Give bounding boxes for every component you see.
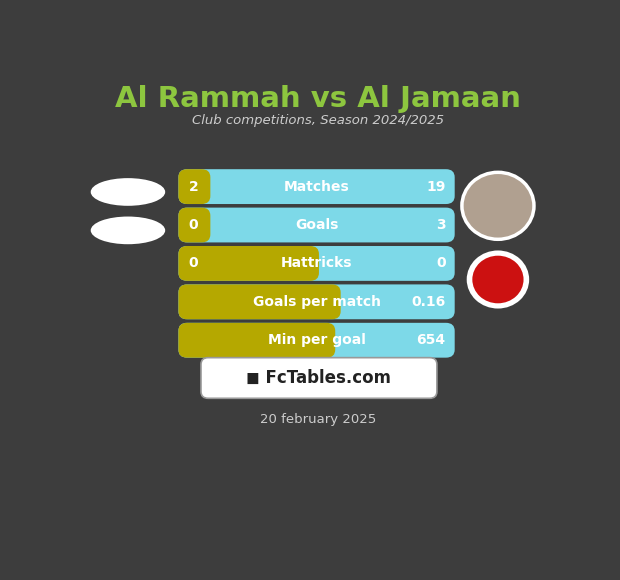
Circle shape xyxy=(462,172,534,240)
Text: 3: 3 xyxy=(436,218,446,232)
FancyBboxPatch shape xyxy=(179,208,210,242)
Text: ◼ FcTables.com: ◼ FcTables.com xyxy=(247,369,391,387)
Text: 0.16: 0.16 xyxy=(411,295,446,309)
Text: 19: 19 xyxy=(426,180,446,194)
FancyBboxPatch shape xyxy=(179,208,454,242)
FancyBboxPatch shape xyxy=(179,284,454,319)
Text: Al Rammah vs Al Jamaan: Al Rammah vs Al Jamaan xyxy=(115,85,521,113)
Text: Hattricks: Hattricks xyxy=(281,256,352,270)
FancyBboxPatch shape xyxy=(179,323,454,358)
FancyBboxPatch shape xyxy=(179,323,335,358)
Text: 20 february 2025: 20 february 2025 xyxy=(260,414,376,426)
Text: Matches: Matches xyxy=(284,180,350,194)
Circle shape xyxy=(467,251,529,309)
Text: 0: 0 xyxy=(188,256,198,270)
FancyBboxPatch shape xyxy=(179,169,210,204)
Text: 654: 654 xyxy=(417,334,446,347)
Circle shape xyxy=(472,256,523,303)
Ellipse shape xyxy=(91,216,165,244)
FancyBboxPatch shape xyxy=(179,246,319,281)
FancyBboxPatch shape xyxy=(201,358,437,398)
Text: 2: 2 xyxy=(188,180,198,194)
Text: Goals: Goals xyxy=(295,218,339,232)
FancyBboxPatch shape xyxy=(179,246,454,281)
Ellipse shape xyxy=(91,178,165,206)
Text: Goals per match: Goals per match xyxy=(252,295,381,309)
Text: 0: 0 xyxy=(436,256,446,270)
FancyBboxPatch shape xyxy=(179,169,454,204)
Text: Club competitions, Season 2024/2025: Club competitions, Season 2024/2025 xyxy=(192,114,444,127)
Text: 0: 0 xyxy=(188,218,198,232)
Text: Min per goal: Min per goal xyxy=(268,334,365,347)
FancyBboxPatch shape xyxy=(179,284,340,319)
